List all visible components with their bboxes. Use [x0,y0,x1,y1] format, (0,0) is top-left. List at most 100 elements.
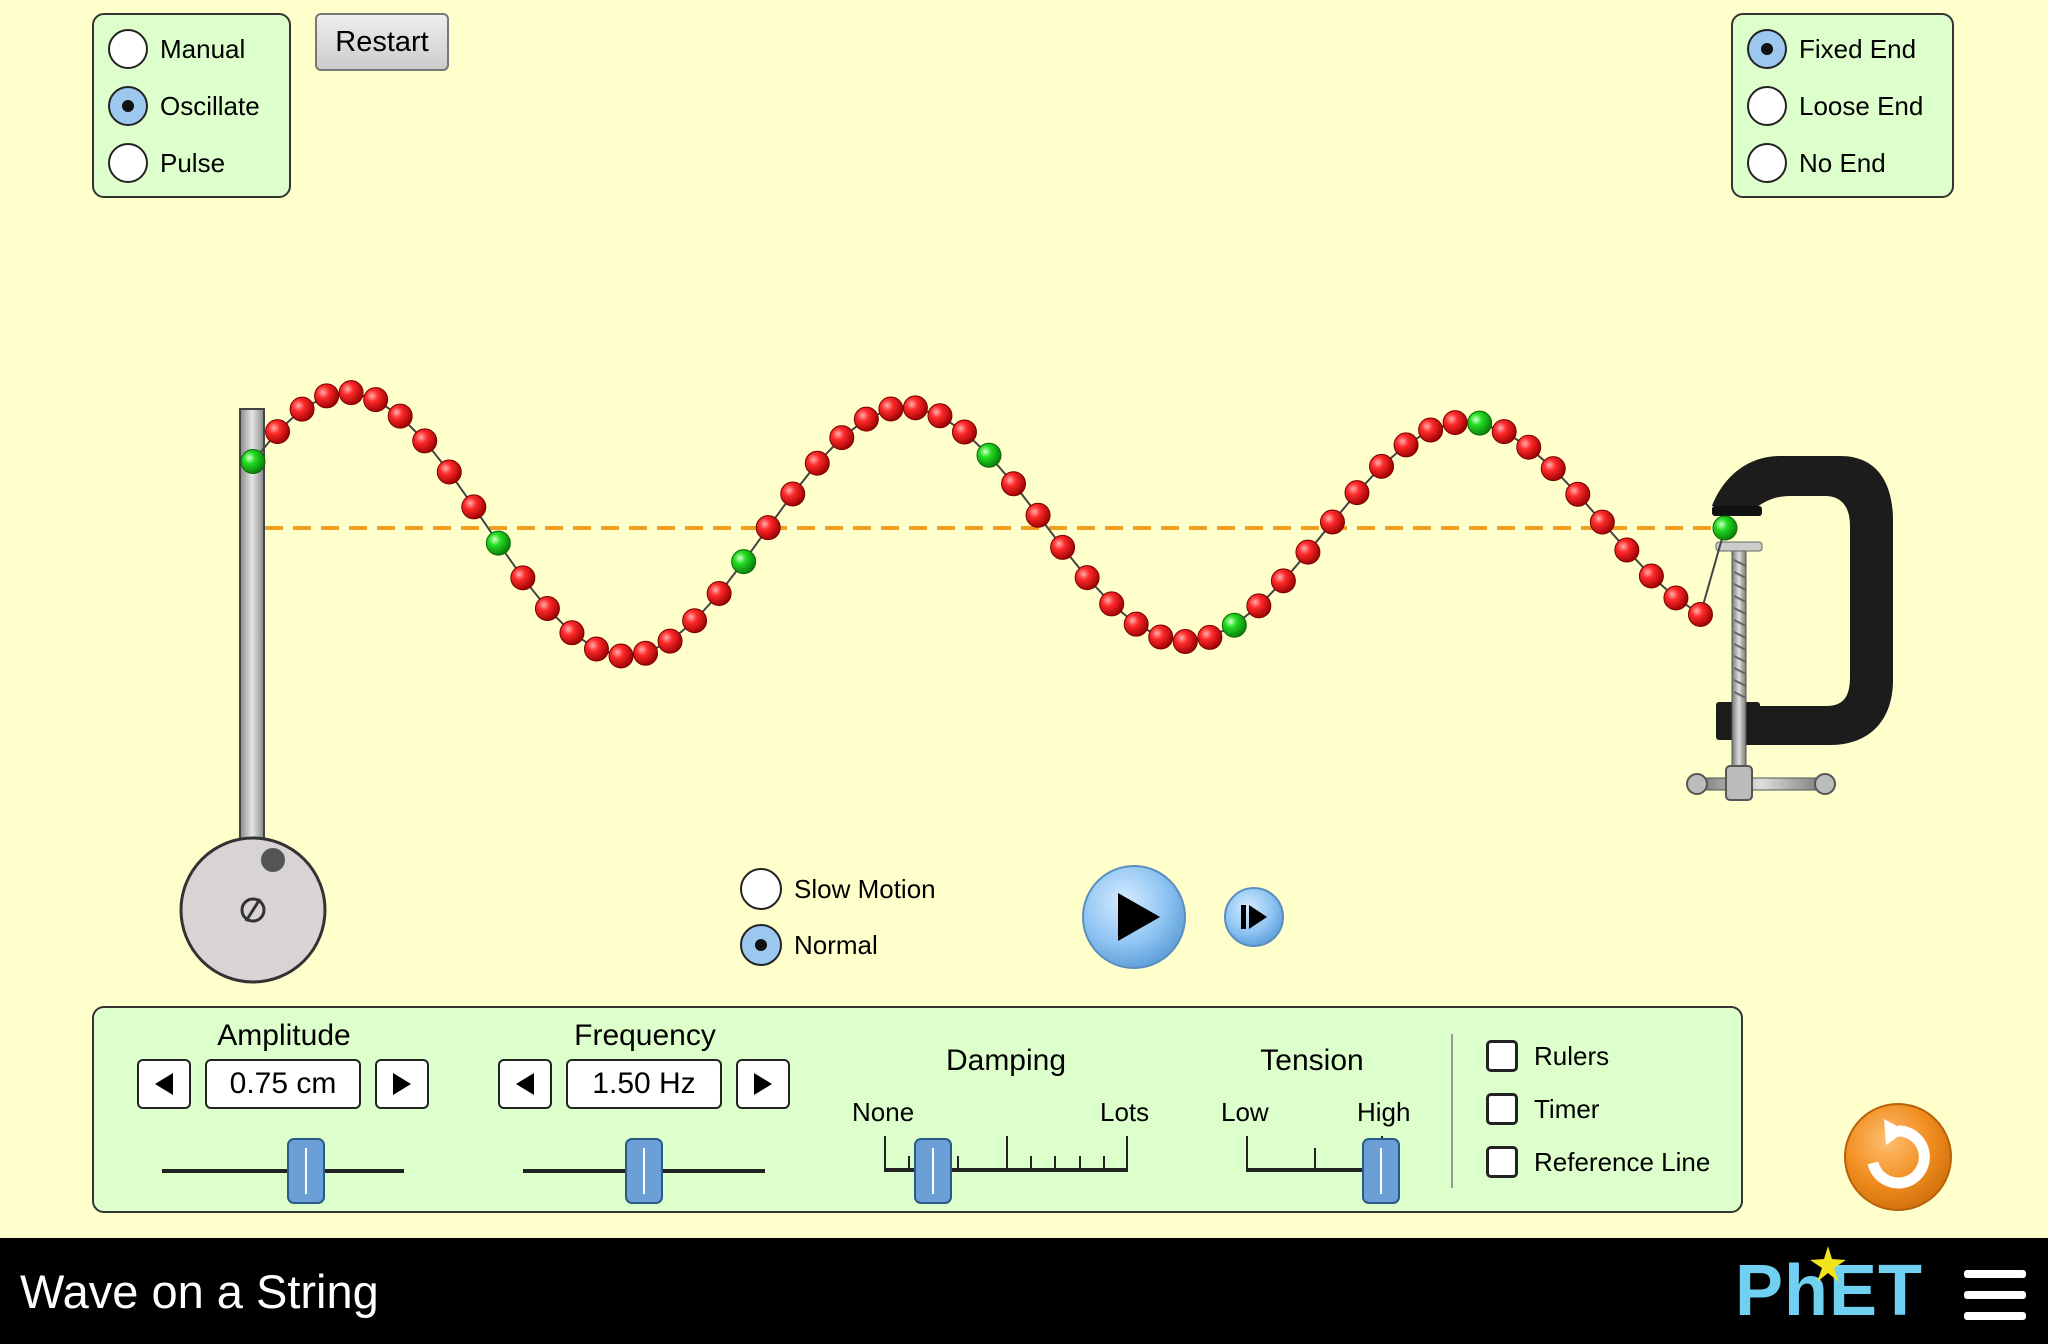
marker-bead[interactable] [976,442,1002,468]
menu-icon[interactable] [1964,1270,2026,1320]
string-bead[interactable] [1270,568,1296,594]
string-bead[interactable] [1050,534,1076,560]
slow-motion-option[interactable]: Slow Motion [740,868,936,910]
marker-bead[interactable] [731,549,757,575]
string-bead[interactable] [559,620,585,646]
string-bead[interactable] [1540,456,1566,482]
string-bead[interactable] [1614,537,1640,563]
string-bead[interactable] [1565,481,1591,507]
string-bead[interactable] [1369,453,1395,479]
string-bead[interactable] [1319,509,1345,535]
amplitude-decrease-button[interactable] [137,1059,191,1109]
string-bead[interactable] [755,515,781,541]
marker-bead[interactable] [485,530,511,556]
string-bead[interactable] [927,403,953,429]
radio-button[interactable] [108,86,148,126]
string-bead[interactable] [1025,502,1051,528]
play-button[interactable] [1080,863,1188,971]
oscillator-wheel[interactable] [179,836,327,984]
radio-button[interactable] [740,924,782,966]
string-bead[interactable] [387,403,413,429]
radio-button[interactable] [108,143,148,183]
damping-slider-thumb[interactable] [914,1138,952,1204]
normal-speed-option[interactable]: Normal [740,924,878,966]
string-beads[interactable] [240,380,1738,669]
marker-bead[interactable] [240,449,266,475]
string-bead[interactable] [804,450,830,476]
timer-checkbox[interactable] [1486,1093,1518,1125]
amplitude-slider-thumb[interactable] [287,1138,325,1204]
marker-bead[interactable] [1221,612,1247,638]
amplitude-increase-button[interactable] [375,1059,429,1109]
string-bead[interactable] [510,565,536,591]
reference-line-checkbox[interactable] [1486,1146,1518,1178]
marker-bead[interactable] [1712,515,1738,541]
string-bead[interactable] [1663,585,1689,611]
timer-option[interactable]: Timer [1486,1093,1599,1125]
string-bead[interactable] [902,395,928,421]
string-bead[interactable] [1491,419,1517,445]
string-bead[interactable] [534,595,560,621]
rulers-option[interactable]: Rulers [1486,1040,1609,1072]
string-bead[interactable] [314,383,340,409]
string-bead[interactable] [1418,417,1444,443]
string-bead[interactable] [1172,628,1198,654]
fixed-end-option[interactable]: Fixed End [1747,29,1916,69]
string-bead[interactable] [289,396,315,422]
string-bead[interactable] [1001,471,1027,497]
string-bead[interactable] [461,494,487,520]
string-bead[interactable] [1589,509,1615,535]
restart-button[interactable]: Restart [315,13,449,71]
string-bead[interactable] [1687,601,1713,627]
amplitude-slider-track[interactable] [162,1169,404,1173]
string-bead[interactable] [1295,539,1321,565]
radio-button[interactable] [1747,143,1787,183]
radio-button[interactable] [740,868,782,910]
string-bead[interactable] [1074,565,1100,591]
string-bead[interactable] [853,406,879,432]
string-bead[interactable] [1516,434,1542,460]
no-end-option[interactable]: No End [1747,143,1886,183]
marker-bead[interactable] [1467,410,1493,436]
string-bead[interactable] [1393,432,1419,458]
string-bead[interactable] [1197,624,1223,650]
frequency-increase-button[interactable] [736,1059,790,1109]
rulers-checkbox[interactable] [1486,1040,1518,1072]
string-bead[interactable] [951,419,977,445]
mode-manual-option[interactable]: Manual [108,29,245,69]
string-bead[interactable] [829,425,855,451]
string-bead[interactable] [657,628,683,654]
string-bead[interactable] [412,428,438,454]
string-bead[interactable] [1442,410,1468,436]
frequency-decrease-button[interactable] [498,1059,552,1109]
mode-pulse-option[interactable]: Pulse [108,143,225,183]
string-bead[interactable] [1638,563,1664,589]
string-bead[interactable] [1123,611,1149,637]
string-bead[interactable] [1148,624,1174,650]
string-bead[interactable] [363,387,389,413]
mode-oscillate-option[interactable]: Oscillate [108,86,260,126]
string-bead[interactable] [583,636,609,662]
damping-slider-track[interactable] [884,1168,1128,1172]
radio-button[interactable] [1747,29,1787,69]
string-bead[interactable] [633,640,659,666]
string-bead[interactable] [338,380,364,406]
loose-end-option[interactable]: Loose End [1747,86,1923,126]
string-bead[interactable] [1246,593,1272,619]
string-bead[interactable] [608,643,634,669]
tension-slider-thumb[interactable] [1362,1138,1400,1204]
string-bead[interactable] [878,396,904,422]
string-bead[interactable] [265,419,291,445]
string-bead[interactable] [780,481,806,507]
reference-line-option[interactable]: Reference Line [1486,1146,1710,1178]
string-bead[interactable] [436,459,462,485]
step-forward-button[interactable] [1223,886,1285,948]
radio-button[interactable] [1747,86,1787,126]
string-bead[interactable] [682,608,708,634]
string-bead[interactable] [1344,480,1370,506]
reset-all-button[interactable] [1842,1101,1954,1213]
radio-button[interactable] [108,29,148,69]
string-bead[interactable] [706,580,732,606]
tension-slider-track[interactable] [1246,1168,1383,1172]
frequency-slider-thumb[interactable] [625,1138,663,1204]
